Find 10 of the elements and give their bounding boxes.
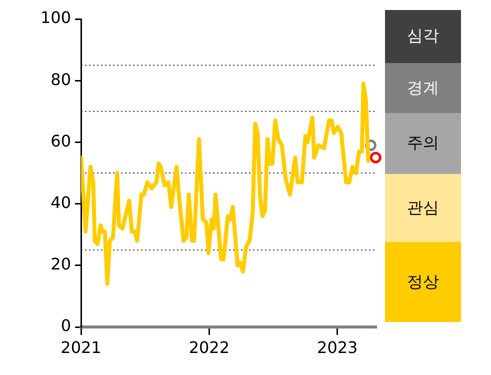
y-tick-label: 0 bbox=[60, 316, 71, 336]
y-tick-label: 80 bbox=[50, 70, 71, 89]
x-tick-label: 2023 bbox=[317, 338, 358, 357]
y-tick-label: 20 bbox=[50, 254, 71, 274]
y-tick-label: 60 bbox=[50, 131, 71, 150]
x-tick-label: 2021 bbox=[60, 338, 102, 357]
level-scale: 심각 경계 주의 관심 정상 bbox=[385, 10, 461, 322]
y-tick-label: 100 bbox=[40, 8, 71, 28]
y-tick-label: 40 bbox=[50, 192, 71, 212]
x-tick-label: 2022 bbox=[188, 338, 230, 357]
